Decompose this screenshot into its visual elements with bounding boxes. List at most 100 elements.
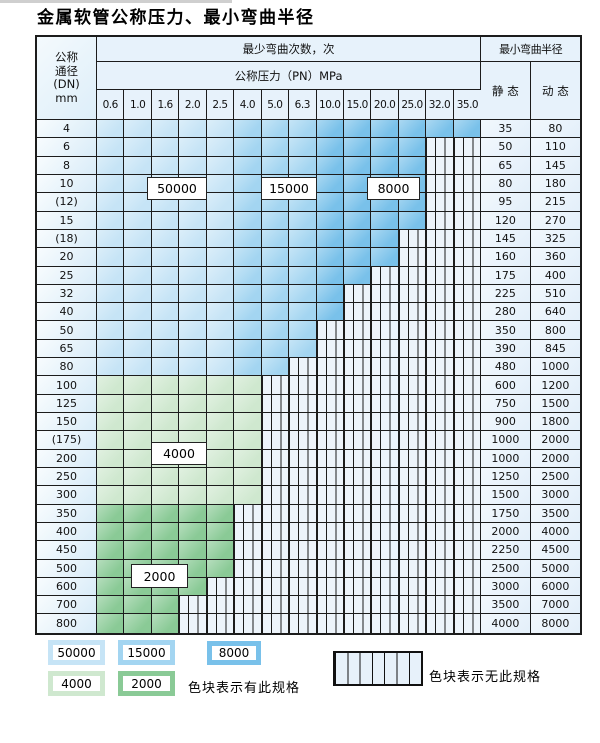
spec-unavailable-cell xyxy=(426,321,454,340)
legend-has-spec-text: 色块表示有此规格 xyxy=(188,681,301,696)
spec-unavailable-cell xyxy=(234,541,262,560)
spec-unavailable-cell xyxy=(453,577,482,597)
spec-unavailable-cell xyxy=(343,394,372,413)
spec-available-cell xyxy=(179,156,207,175)
spec-unavailable-cell xyxy=(426,559,454,578)
spec-available-cell xyxy=(124,596,152,615)
spec-available-cell xyxy=(151,614,180,633)
spec-available-cell xyxy=(97,413,125,432)
spec-unavailable-cell xyxy=(261,504,290,523)
spec-unavailable-cell xyxy=(316,321,344,340)
pressure-tick-2.5: 2.5 xyxy=(206,90,235,120)
spec-unavailable-cell xyxy=(453,394,482,413)
spec-unavailable-cell xyxy=(343,376,372,395)
spec-unavailable-cell xyxy=(289,559,317,578)
spec-unavailable-cell xyxy=(206,577,235,597)
spec-unavailable-cell xyxy=(426,449,454,468)
spec-available-cell xyxy=(151,321,180,340)
pressure-tick-15.0: 15.0 xyxy=(343,90,372,120)
spec-available-cell xyxy=(261,248,290,267)
dn-cell: 800 xyxy=(37,614,97,633)
spec-available-cell xyxy=(151,376,180,395)
spec-available-cell xyxy=(261,138,290,157)
legend-swatch-15000: 15000 xyxy=(118,640,175,665)
dn-cell: (12) xyxy=(37,193,97,212)
dn-cell: 20 xyxy=(37,248,97,267)
spec-available-cell xyxy=(398,120,427,139)
dn-cell: 150 xyxy=(37,413,97,432)
spec-unavailable-cell xyxy=(453,174,482,194)
spec-available-cell xyxy=(151,596,180,615)
spec-unavailable-cell xyxy=(426,284,454,304)
spec-available-cell xyxy=(234,120,262,139)
spec-available-cell xyxy=(206,504,235,523)
spec-unavailable-cell xyxy=(426,504,454,523)
spec-unavailable-cell xyxy=(343,577,372,597)
spec-available-cell xyxy=(97,339,125,359)
spec-available-cell xyxy=(398,211,427,230)
dynamic-radius-cell: 80 xyxy=(530,120,581,139)
dynamic-radius-cell: 1800 xyxy=(530,413,581,432)
spec-available-cell xyxy=(179,138,207,157)
spec-available-cell xyxy=(206,449,235,468)
dynamic-radius-cell: 145 xyxy=(530,156,581,175)
spec-available-cell xyxy=(179,339,207,359)
spec-unavailable-cell xyxy=(343,614,372,633)
pressure-tick-5.0: 5.0 xyxy=(261,90,290,120)
spec-unavailable-cell xyxy=(398,522,427,542)
spec-unavailable-cell xyxy=(398,541,427,560)
pressure-tick-32.0: 32.0 xyxy=(426,90,454,120)
dynamic-radius-cell: 400 xyxy=(530,266,581,285)
spec-available-cell xyxy=(124,394,152,413)
spec-unavailable-cell xyxy=(261,559,290,578)
spec-unavailable-cell xyxy=(453,486,482,505)
spec-available-cell xyxy=(97,522,125,542)
dn-cell: 50 xyxy=(37,321,97,340)
pressure-tick-2.0: 2.0 xyxy=(179,90,207,120)
static-radius-cell: 175 xyxy=(481,266,531,285)
spec-unavailable-cell xyxy=(343,449,372,468)
spec-unavailable-cell xyxy=(426,486,454,505)
spec-available-cell xyxy=(179,504,207,523)
spec-available-cell xyxy=(371,211,399,230)
spec-available-cell xyxy=(179,321,207,340)
spec-unavailable-cell xyxy=(316,358,344,377)
static-radius-cell: 1750 xyxy=(481,504,531,523)
spec-available-cell xyxy=(316,211,344,230)
spec-unavailable-cell xyxy=(426,376,454,395)
spec-available-cell xyxy=(234,431,262,450)
spec-available-cell xyxy=(151,138,180,157)
spec-available-cell xyxy=(206,229,235,249)
spec-available-cell xyxy=(234,303,262,322)
pressure-tick-20.0: 20.0 xyxy=(371,90,399,120)
spec-unavailable-cell xyxy=(371,486,399,505)
spec-available-cell xyxy=(206,486,235,505)
dn-cell: 250 xyxy=(37,467,97,487)
spec-available-cell xyxy=(124,486,152,505)
spec-available-cell xyxy=(124,229,152,249)
static-radius-cell: 750 xyxy=(481,394,531,413)
spec-unavailable-cell xyxy=(453,559,482,578)
spec-available-cell xyxy=(371,156,399,175)
spec-available-cell xyxy=(343,120,372,139)
spec-available-cell xyxy=(206,559,235,578)
spec-unavailable-cell xyxy=(371,266,399,285)
spec-unavailable-cell xyxy=(261,541,290,560)
static-radius-cell: 3500 xyxy=(481,596,531,615)
static-radius-cell: 95 xyxy=(481,193,531,212)
dn-cell: 32 xyxy=(37,284,97,304)
dn-cell: 65 xyxy=(37,339,97,359)
spec-available-cell xyxy=(316,303,344,322)
dn-cell: 300 xyxy=(37,486,97,505)
spec-available-cell xyxy=(124,522,152,542)
legend-no-spec-text: 色块表示无此规格 xyxy=(429,670,542,685)
spec-available-cell xyxy=(398,138,427,157)
legend-no-spec-swatch xyxy=(333,651,423,686)
pressure-tick-0.6: 0.6 xyxy=(97,90,125,120)
spec-available-cell xyxy=(179,284,207,304)
spec-unavailable-cell xyxy=(426,358,454,377)
spec-available-cell xyxy=(206,339,235,359)
spec-available-cell xyxy=(151,541,180,560)
spec-unavailable-cell xyxy=(398,376,427,395)
spec-unavailable-cell xyxy=(343,486,372,505)
